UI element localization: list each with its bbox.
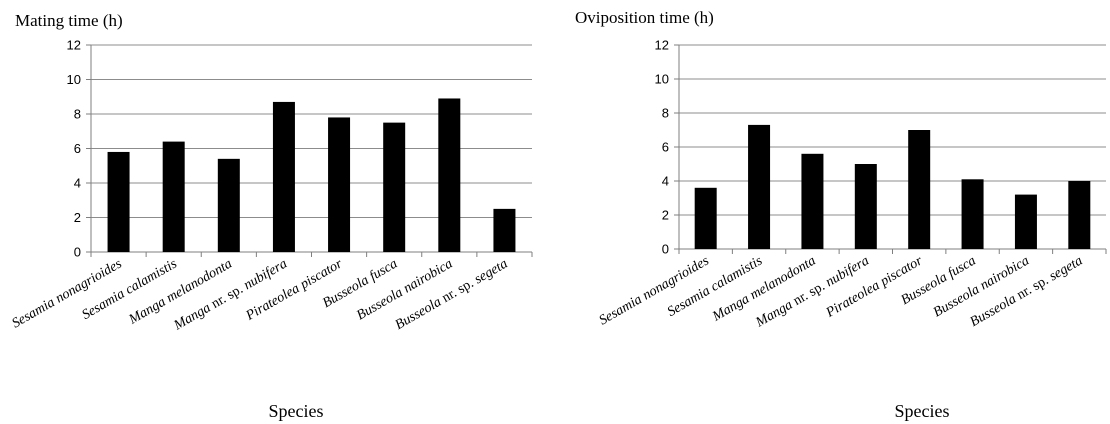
bar bbox=[162, 141, 185, 252]
y-tick-label: 4 bbox=[662, 174, 669, 189]
bar bbox=[748, 124, 771, 249]
y-tick-label: 8 bbox=[662, 106, 669, 121]
bar bbox=[854, 164, 877, 249]
y-tick-label: 2 bbox=[662, 208, 669, 223]
bar bbox=[1014, 194, 1037, 249]
y-tick-label: 12 bbox=[655, 38, 669, 53]
y-tick-label: 0 bbox=[662, 242, 669, 257]
bar bbox=[328, 117, 351, 252]
y-tick-label: 2 bbox=[74, 210, 81, 225]
bar bbox=[493, 208, 516, 252]
y-tick-label: 0 bbox=[74, 245, 81, 260]
chart-title: Mating time (h) bbox=[15, 11, 123, 30]
bar bbox=[107, 151, 130, 252]
chart-title: Oviposition time (h) bbox=[575, 8, 714, 27]
category-label: Pirateolea piscator bbox=[243, 256, 346, 324]
bar bbox=[961, 179, 984, 249]
bar bbox=[694, 187, 717, 249]
bar bbox=[217, 158, 240, 252]
bar bbox=[272, 101, 295, 252]
y-tick-label: 12 bbox=[67, 38, 81, 53]
bar bbox=[908, 130, 931, 249]
mating-time-chart: Mating time (h) Species 024681012Sesamia… bbox=[10, 11, 533, 421]
bar bbox=[438, 98, 461, 252]
bar bbox=[383, 122, 406, 252]
category-label: Pirateolea piscator bbox=[823, 253, 926, 321]
y-tick-label: 6 bbox=[662, 140, 669, 155]
x-axis-label: Species bbox=[269, 401, 324, 421]
y-tick-label: 4 bbox=[74, 176, 81, 191]
bar bbox=[801, 153, 824, 249]
x-axis-label: Species bbox=[895, 401, 950, 421]
y-tick-label: 8 bbox=[74, 107, 81, 122]
bar bbox=[1068, 181, 1091, 249]
y-tick-label: 10 bbox=[67, 72, 81, 87]
y-tick-label: 6 bbox=[74, 141, 81, 156]
y-tick-label: 10 bbox=[655, 72, 669, 87]
oviposition-time-chart: Oviposition time (h) Species 024681012Se… bbox=[575, 8, 1107, 421]
